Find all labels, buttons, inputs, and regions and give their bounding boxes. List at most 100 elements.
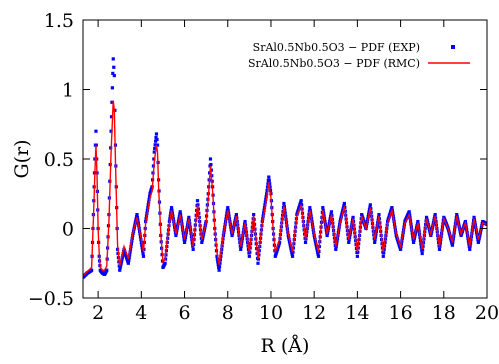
exp-data-point <box>289 246 293 250</box>
exp-data-point <box>299 199 303 203</box>
exp-data-point <box>126 261 130 265</box>
exp-data-point <box>153 146 157 151</box>
exp-data-point <box>252 213 256 217</box>
ticks-layer <box>83 19 488 299</box>
exp-data-point <box>368 203 372 207</box>
x-tick-label: 6 <box>178 302 190 324</box>
exp-data-point <box>267 175 271 179</box>
exp-data-point <box>110 86 114 90</box>
tick-labels: 2 4 6 8 10 12 14 16 18 20 −0.5 0 0.5 1 1.5 <box>28 10 499 324</box>
legend-label-rmc: SrAl0.5Nb0.5O3 − PDF (RMC) <box>248 57 420 70</box>
exp-data-point <box>377 213 381 217</box>
x-tick-label: 12 <box>302 302 326 324</box>
exp-data-point <box>373 240 377 244</box>
exp-data-point <box>216 260 220 264</box>
exp-data-point <box>215 257 219 261</box>
series-layer <box>83 57 487 279</box>
exp-data-point <box>127 258 131 263</box>
exp-data-point <box>163 261 167 265</box>
exp-data-point <box>334 247 338 251</box>
exp-data-point <box>390 206 394 210</box>
exp-data-point <box>141 251 145 256</box>
exp-data-point <box>152 150 156 154</box>
exp-data-point <box>316 254 321 258</box>
exp-data-point <box>329 210 334 214</box>
exp-data-point <box>120 258 124 262</box>
exp-data-point <box>118 266 122 270</box>
exp-data-point <box>433 213 437 217</box>
y-tick-label: 1.5 <box>44 10 74 32</box>
exp-data-point <box>266 182 270 186</box>
exp-data-point <box>169 206 174 210</box>
x-tick-label: 18 <box>432 302 456 324</box>
exp-data-point <box>382 251 386 255</box>
x-tick-label: 14 <box>345 302 369 324</box>
exp-data-point <box>316 252 320 256</box>
exp-data-point <box>152 157 156 161</box>
exp-data-point <box>290 252 294 256</box>
exp-data-point <box>191 247 195 251</box>
exp-data-point <box>110 100 114 104</box>
exp-data-point <box>217 268 221 272</box>
exp-data-point <box>342 203 346 207</box>
legend-exp-point <box>451 45 455 49</box>
y-tick-label: 0 <box>62 219 74 241</box>
exp-data-point <box>112 65 116 69</box>
exp-data-point <box>416 219 420 224</box>
exp-data-point <box>234 213 238 217</box>
exp-data-point <box>477 238 481 242</box>
exp-data-point <box>112 74 116 78</box>
exp-data-point <box>411 240 416 244</box>
exp-data-point <box>315 246 319 250</box>
exp-data-point <box>450 243 455 247</box>
x-tick-label: 4 <box>135 302 147 324</box>
exp-data-point <box>147 194 152 199</box>
y-tick-label: 1 <box>62 80 74 102</box>
exp-data-point <box>472 215 476 219</box>
exp-data-point <box>321 206 325 210</box>
exp-data-point <box>155 143 160 147</box>
exp-data-point <box>239 247 243 251</box>
legend: SrAl0.5Nb0.5O3 − PDF (EXP) SrAl0.5Nb0.5O… <box>248 41 470 70</box>
exp-data-point <box>243 219 247 224</box>
exp-data-point <box>200 240 204 244</box>
exp-data-point <box>105 268 109 272</box>
x-tick-label: 10 <box>259 302 283 324</box>
legend-label-exp: SrAl0.5Nb0.5O3 − PDF (EXP) <box>253 41 420 54</box>
exp-data-point <box>94 129 98 133</box>
exp-data-point <box>109 115 114 119</box>
exp-data-point <box>325 233 329 238</box>
exp-data-point <box>153 143 157 147</box>
x-tick-label: 16 <box>388 302 412 324</box>
exp-data-point <box>351 215 355 219</box>
exp-data-point <box>119 260 124 264</box>
series-rmc-line <box>83 100 487 277</box>
exp-data-point <box>111 71 115 75</box>
exp-data-point <box>153 139 158 143</box>
exp-data-point <box>468 247 472 251</box>
exp-data-point <box>424 215 429 219</box>
exp-data-point <box>437 247 442 251</box>
exp-data-point <box>209 162 213 167</box>
exp-data-point <box>282 201 286 206</box>
exp-data-point <box>247 254 251 258</box>
exp-data-point <box>200 238 204 242</box>
exp-data-point <box>118 268 122 272</box>
x-tick-label: 8 <box>222 302 234 324</box>
exp-data-point <box>315 248 319 252</box>
exp-data-point <box>182 240 187 244</box>
exp-data-point <box>476 240 480 244</box>
exp-data-point <box>267 178 271 183</box>
exp-data-point <box>290 254 295 258</box>
exp-data-point <box>420 251 424 256</box>
y-tick-label: −0.5 <box>28 288 74 310</box>
exp-data-point <box>217 265 222 269</box>
legend-marker-exp <box>451 45 455 49</box>
x-axis-title: R (Å) <box>261 335 310 357</box>
exp-data-point <box>347 240 351 244</box>
y-tick-label: 0.5 <box>44 149 74 171</box>
y-axis-title: G(r) <box>11 139 33 178</box>
exp-data-point <box>90 268 94 272</box>
